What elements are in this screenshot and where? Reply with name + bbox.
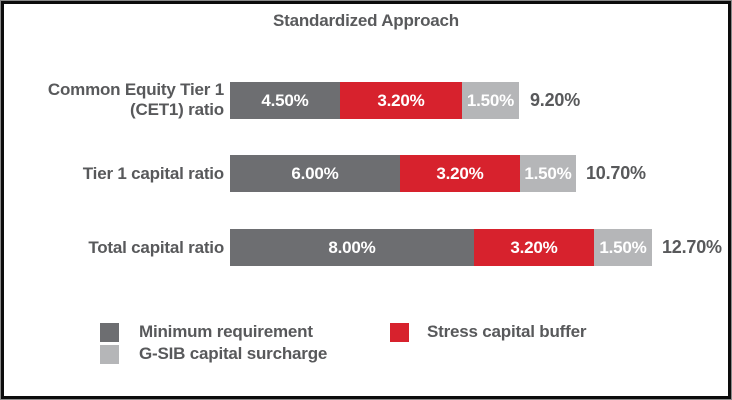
- bar-segment-gsib-capital-surcharge: 1.50%: [462, 82, 519, 119]
- bar-segment-minimum-requirement: 4.50%: [230, 82, 340, 119]
- category-label-cet1: Common Equity Tier 1 (CET1) ratio: [10, 80, 224, 120]
- total-label-cet1: 9.20%: [530, 90, 581, 110]
- total-label-total-capital: 12.70%: [662, 237, 722, 257]
- segment-value-label: 3.20%: [377, 90, 425, 110]
- bar-row-tier1: 6.00% 3.20% 1.50%: [230, 155, 576, 192]
- legend-label-stress-capital-buffer: Stress capital buffer: [427, 322, 587, 341]
- legend-label-gsib-capital-surcharge: G-SIB capital surcharge: [139, 344, 328, 363]
- category-label-line1: Common Equity Tier 1: [47, 80, 224, 99]
- bar-segment-minimum-requirement: 8.00%: [230, 229, 474, 266]
- bar-segment-stress-capital-buffer: 3.20%: [400, 155, 520, 192]
- segment-value-label: 4.50%: [261, 90, 309, 110]
- legend-swatch-stress-capital-buffer-icon: [390, 323, 409, 342]
- category-label-tier1: Tier 1 capital ratio: [82, 164, 224, 183]
- segment-value-label: 6.00%: [291, 163, 339, 183]
- bar-row-total-capital: 8.00% 3.20% 1.50%: [230, 229, 652, 266]
- segment-value-label: 1.50%: [599, 237, 647, 257]
- bar-row-cet1: 4.50% 3.20% 1.50%: [230, 82, 519, 119]
- chart-title: Standardized Approach: [273, 11, 459, 30]
- bar-segment-stress-capital-buffer: 3.20%: [340, 82, 462, 119]
- segment-value-label: 3.20%: [436, 163, 484, 183]
- segment-value-label: 3.20%: [510, 237, 558, 257]
- legend-label-minimum-requirement: Minimum requirement: [139, 322, 313, 341]
- bar-segment-gsib-capital-surcharge: 1.50%: [520, 155, 576, 192]
- segment-value-label: 8.00%: [328, 237, 376, 257]
- bar-segment-stress-capital-buffer: 3.20%: [474, 229, 594, 266]
- legend-swatch-minimum-requirement-icon: [100, 323, 119, 342]
- bar-segment-gsib-capital-surcharge: 1.50%: [594, 229, 652, 266]
- total-label-tier1: 10.70%: [586, 163, 646, 183]
- segment-value-label: 1.50%: [466, 90, 515, 110]
- bar-segment-minimum-requirement: 6.00%: [230, 155, 400, 192]
- category-label-total-capital: Total capital ratio: [88, 238, 224, 257]
- category-label-line2: (CET1) ratio: [130, 100, 224, 119]
- legend-swatch-gsib-capital-surcharge-icon: [100, 345, 119, 364]
- segment-value-label: 1.50%: [524, 163, 572, 183]
